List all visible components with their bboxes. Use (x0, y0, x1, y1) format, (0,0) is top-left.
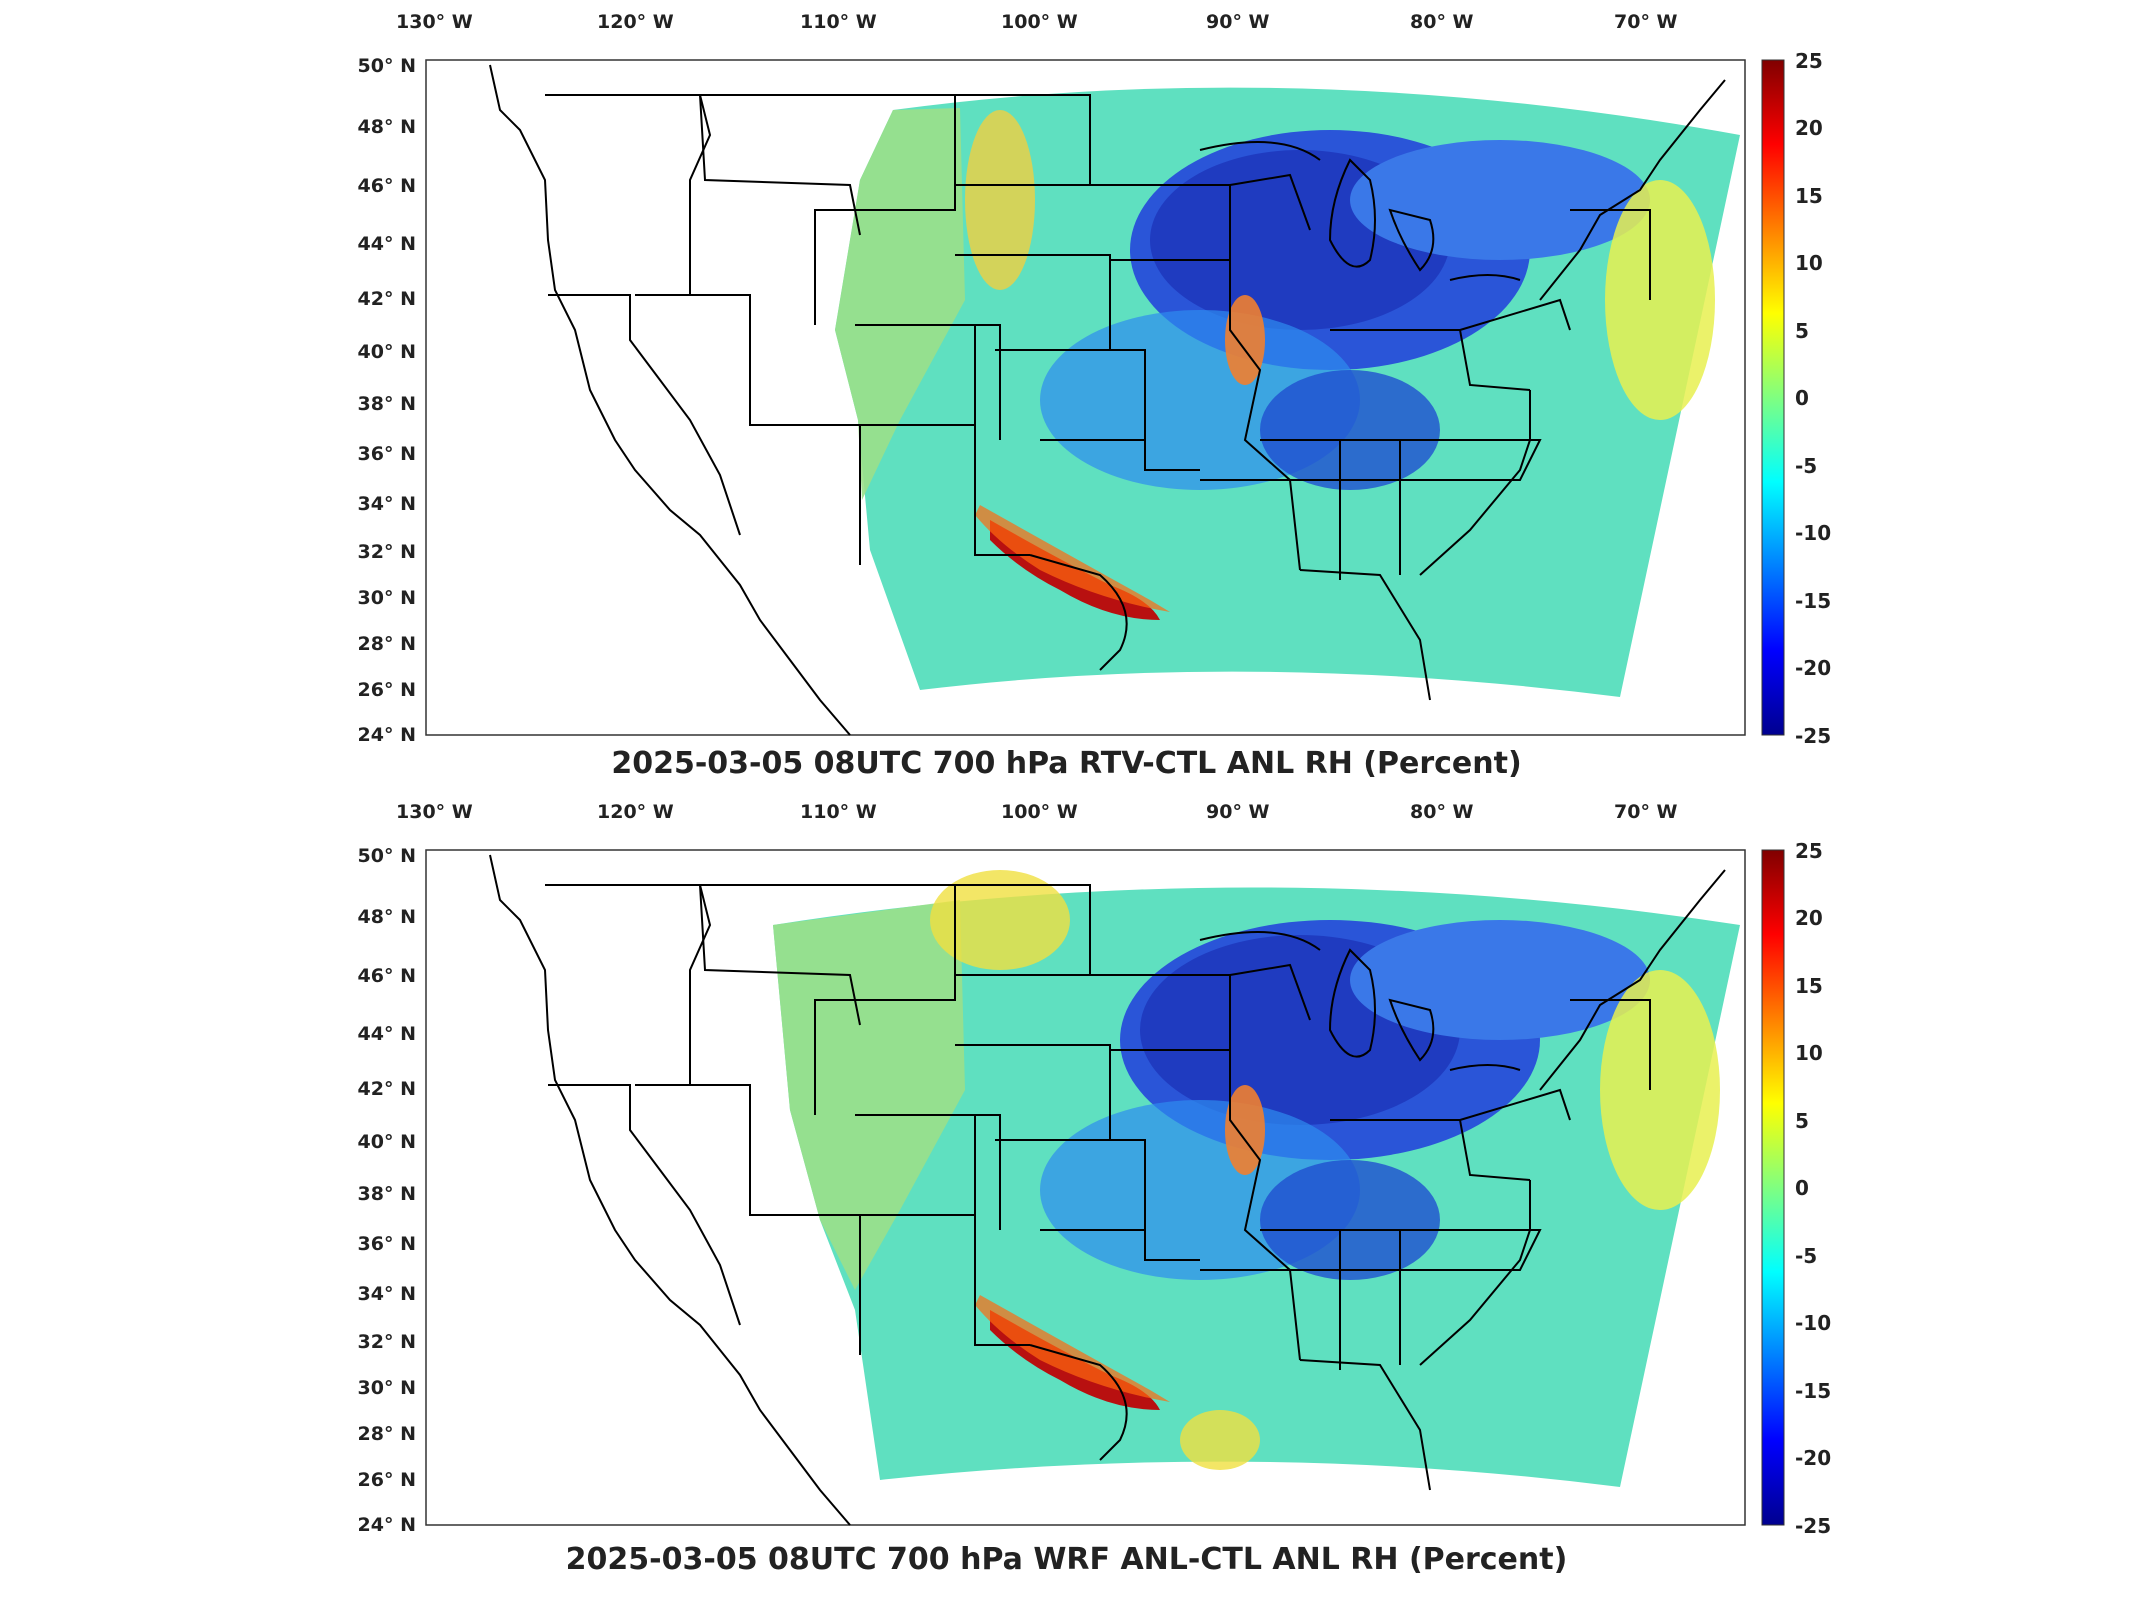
lon-tick-label: 120° W (597, 801, 674, 823)
lat-tick-label: 32° N (358, 541, 416, 563)
lon-tick-labels: 130° W 120° W 110° W 100° W 90° W 80° W … (396, 801, 1678, 823)
lat-tick-label: 46° N (358, 965, 416, 987)
lat-tick-label: 38° N (358, 393, 416, 415)
colorbar-label: -5 (1795, 1244, 1817, 1268)
colorbar-label: -15 (1795, 589, 1831, 613)
lon-tick-label: 130° W (396, 801, 473, 823)
colorbar-label: 25 (1795, 839, 1823, 863)
colorbar-label: 20 (1795, 906, 1823, 930)
colorbar-label: 5 (1795, 319, 1809, 343)
lon-tick-label: 70° W (1614, 801, 1678, 823)
lat-tick-label: 40° N (358, 1131, 416, 1153)
lat-tick-label: 42° N (358, 288, 416, 310)
colorbar-label: 25 (1795, 49, 1823, 73)
colorbar (1761, 849, 1785, 1526)
panel-bottom: 130° W 120° W 110° W 100° W 90° W 80° W … (0, 790, 2133, 1580)
lat-tick-label: 44° N (358, 233, 416, 255)
lon-tick-label: 80° W (1410, 11, 1474, 33)
lat-tick-labels: 50° N 48° N 46° N 44° N 42° N 40° N 38° … (358, 55, 416, 746)
lat-tick-labels: 50° N 48° N 46° N 44° N 42° N 40° N 38° … (358, 845, 416, 1536)
colorbar (1761, 59, 1785, 736)
lat-tick-label: 34° N (358, 1283, 416, 1305)
lat-tick-label: 28° N (358, 633, 416, 655)
lat-tick-label: 42° N (358, 1078, 416, 1100)
colorbar-label: -10 (1795, 1311, 1831, 1335)
colorbar-label: -10 (1795, 521, 1831, 545)
colorbar-label: -25 (1795, 1514, 1831, 1538)
lat-tick-label: 26° N (358, 1469, 416, 1491)
lat-tick-label: 36° N (358, 443, 416, 465)
lon-tick-labels: 130° W 120° W 110° W 100° W 90° W 80° W … (396, 11, 1678, 33)
lat-tick-label: 44° N (358, 1023, 416, 1045)
colorbar-labels: 25 20 15 10 5 0 -5 -10 -15 -20 -25 (1795, 839, 1831, 1538)
colorbar-label: 20 (1795, 116, 1823, 140)
panel-top: 130° W 120° W 110° W 100° W 90° W 80° W … (0, 0, 2133, 790)
colorbar-label: 10 (1795, 251, 1823, 275)
lat-tick-label: 30° N (358, 587, 416, 609)
lat-tick-label: 50° N (358, 845, 416, 867)
lat-tick-label: 46° N (358, 175, 416, 197)
boundaries (489, 64, 1726, 736)
colorbar-label: -20 (1795, 1446, 1831, 1470)
boundaries (489, 854, 1726, 1526)
lon-tick-label: 100° W (1001, 801, 1078, 823)
lat-tick-label: 48° N (358, 116, 416, 138)
colorbar-label: 10 (1795, 1041, 1823, 1065)
lon-tick-label: 110° W (800, 801, 877, 823)
lat-tick-label: 32° N (358, 1331, 416, 1353)
lat-tick-label: 26° N (358, 679, 416, 701)
colorbar-label: 5 (1795, 1109, 1809, 1133)
panel-title: 2025-03-05 08UTC 700 hPa WRF ANL-CTL ANL… (565, 1542, 1568, 1577)
lon-tick-label: 100° W (1001, 11, 1078, 33)
lon-tick-label: 120° W (597, 11, 674, 33)
lon-tick-label: 110° W (800, 11, 877, 33)
colorbar-label: -5 (1795, 454, 1817, 478)
colorbar-labels: 25 20 15 10 5 0 -5 -10 -15 -20 -25 (1795, 49, 1831, 748)
lat-tick-label: 50° N (358, 55, 416, 77)
lon-tick-label: 80° W (1410, 801, 1474, 823)
lat-tick-label: 34° N (358, 493, 416, 515)
colorbar-label: -15 (1795, 1379, 1831, 1403)
lon-tick-label: 90° W (1206, 801, 1270, 823)
lat-tick-label: 48° N (358, 906, 416, 928)
lat-tick-label: 30° N (358, 1377, 416, 1399)
colorbar-label: 15 (1795, 184, 1823, 208)
lon-tick-label: 90° W (1206, 11, 1270, 33)
lat-tick-label: 36° N (358, 1233, 416, 1255)
colorbar-label: -25 (1795, 724, 1831, 748)
colorbar-label: -20 (1795, 656, 1831, 680)
lat-tick-label: 24° N (358, 1514, 416, 1536)
lat-tick-label: 40° N (358, 341, 416, 363)
lat-tick-label: 24° N (358, 724, 416, 746)
colorbar-label: 15 (1795, 974, 1823, 998)
lon-tick-label: 130° W (396, 11, 473, 33)
colorbar-label: 0 (1795, 386, 1809, 410)
map-figure-bottom: 130° W 120° W 110° W 100° W 90° W 80° W … (358, 801, 1832, 1538)
colorbar-label: 0 (1795, 1176, 1809, 1200)
panel-title: 2025-03-05 08UTC 700 hPa RTV-CTL ANL RH … (611, 746, 1522, 781)
lon-tick-label: 70° W (1614, 11, 1678, 33)
map-figure-top: 130° W 120° W 110° W 100° W 90° W 80° W … (358, 11, 1832, 748)
lat-tick-label: 28° N (358, 1423, 416, 1445)
lat-tick-label: 38° N (358, 1183, 416, 1205)
